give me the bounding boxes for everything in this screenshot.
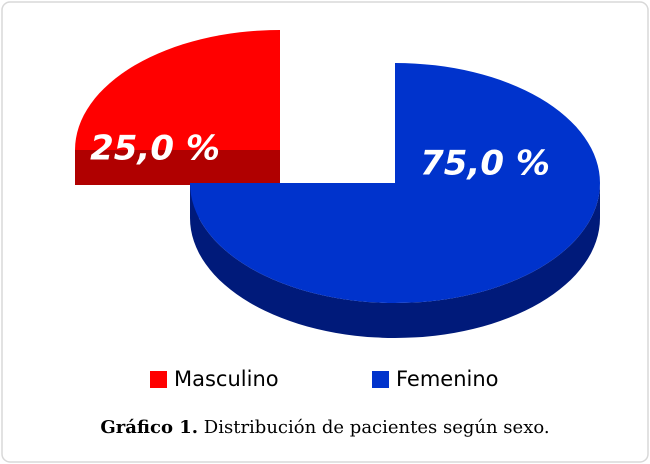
legend-swatch [150, 371, 167, 388]
caption: Gráfico 1. Distribución de pacientes seg… [100, 417, 549, 438]
data-label: 75,0 % [420, 144, 550, 184]
slice-side [190, 183, 600, 338]
legend-label: Masculino [174, 367, 279, 391]
pie [75, 30, 600, 338]
slice [190, 63, 600, 303]
legend-label: Femenino [396, 367, 499, 391]
caption-label: Gráfico 1. [100, 417, 198, 438]
caption-text: Distribución de pacientes según sexo. [204, 417, 550, 438]
legend-swatch [372, 371, 389, 388]
slice [75, 30, 280, 150]
data-label: 25,0 % [90, 129, 220, 169]
slice-side [75, 150, 280, 185]
